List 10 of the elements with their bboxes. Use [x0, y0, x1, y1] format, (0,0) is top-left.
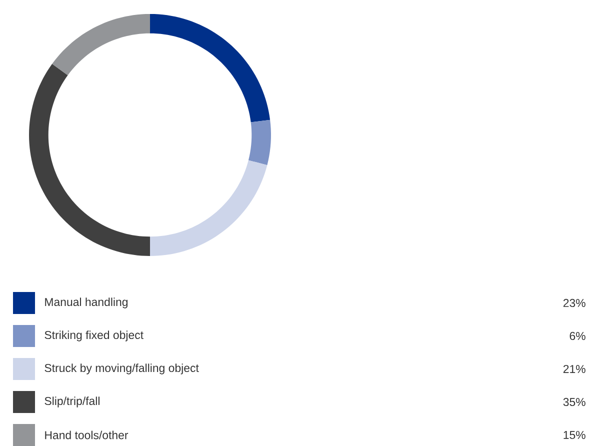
legend-label: Slip/trip/fall	[44, 396, 100, 408]
data-label: 15%	[564, 430, 586, 440]
data-label: 21%	[563, 364, 586, 374]
legend-label: Manual handling	[45, 298, 128, 308]
data-label: 35%	[563, 398, 586, 406]
data-label: 6%	[570, 332, 586, 340]
data-label: 23%	[563, 298, 586, 308]
legend-label: Striking fixed object	[44, 330, 144, 342]
legend-label: Hand tools/other	[45, 430, 128, 440]
legend-label: Struck by moving/falling object	[44, 364, 199, 374]
